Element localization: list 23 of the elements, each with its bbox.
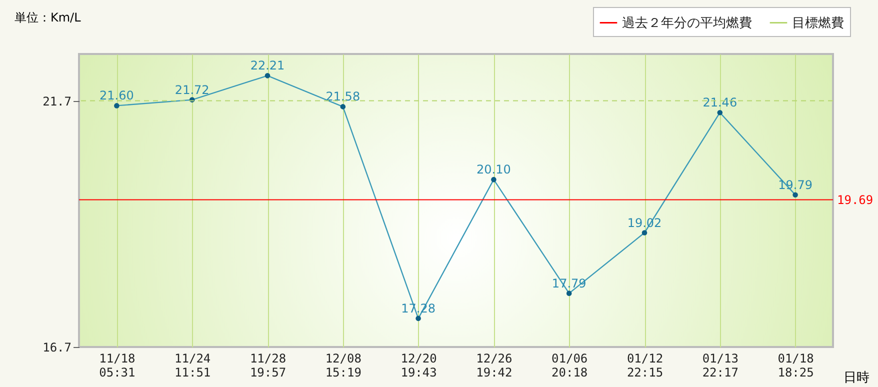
text: 19.69	[837, 192, 874, 207]
legend-label: 過去２年分の平均燃費	[622, 16, 752, 31]
y-tick-label: 21.7	[42, 94, 72, 108]
x-tick-label: 12/08 15:19	[325, 352, 362, 380]
x-axis-title: 日時	[844, 370, 870, 386]
x-tick-label: 11/28 19:57	[250, 352, 286, 380]
x-tick-label: 11/24 11:51	[174, 352, 211, 380]
data-label: 21.72	[174, 82, 210, 97]
data-label: 21.60	[100, 88, 134, 103]
y-tick-label: 16.7	[42, 340, 72, 354]
x-tick-label: 01/18 18:25	[778, 352, 814, 380]
x-tick-label: 12/20 19:43	[400, 352, 437, 380]
data-label: 20.10	[476, 162, 511, 177]
x-tick-label: 11/18 05:31	[99, 352, 136, 380]
x-tick-label: 12/26 19:42	[476, 352, 512, 380]
x-tick-label: 01/12 22:15	[626, 352, 664, 380]
x-tick-label: 01/06 20:18	[552, 352, 588, 380]
data-label: 21.58	[326, 90, 360, 104]
x-tick-label: 01/13 22:17	[702, 352, 738, 380]
data-label: 22.21	[250, 58, 285, 73]
y-axis-title: 単位：Km/L	[14, 10, 82, 24]
data-label: 21.46	[702, 96, 738, 110]
legend-label: 目標燃費	[792, 16, 844, 31]
